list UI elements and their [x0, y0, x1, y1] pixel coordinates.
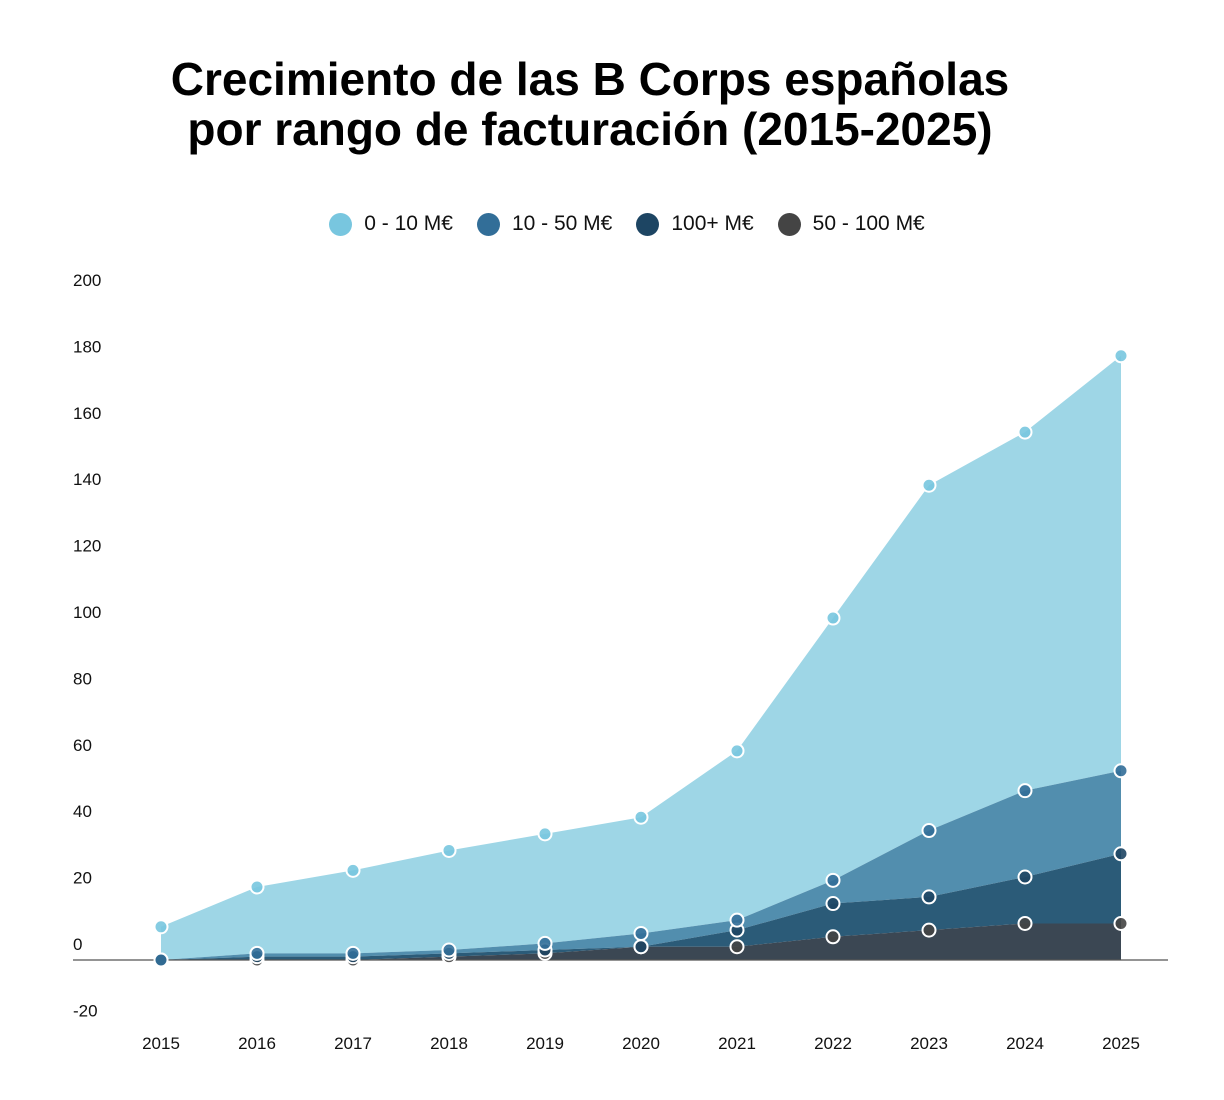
data-point[interactable] — [1113, 846, 1129, 862]
data-point[interactable] — [1017, 424, 1033, 440]
data-point[interactable] — [537, 826, 553, 842]
legend-item[interactable]: 10 - 50 M€ — [476, 212, 613, 236]
data-point[interactable] — [729, 743, 745, 759]
data-point[interactable] — [345, 945, 361, 961]
data-point[interactable] — [633, 809, 649, 825]
x-tick-label: 2021 — [718, 1034, 756, 1053]
x-tick-label: 2019 — [526, 1034, 564, 1053]
x-tick-label: 2018 — [430, 1034, 468, 1053]
y-tick-label: 100 — [73, 603, 101, 622]
chart-title-line-1: Crecimiento de las B Corps españolas — [170, 53, 1010, 105]
data-point[interactable] — [537, 935, 553, 951]
legend: 0 - 10 M€ 10 - 50 M€ 100+ M€ 50 - 100 M€ — [0, 212, 1224, 236]
y-tick-label: 40 — [73, 802, 92, 821]
data-point[interactable] — [633, 925, 649, 941]
data-point[interactable] — [921, 922, 937, 938]
data-point[interactable] — [825, 872, 841, 888]
legend-label: 50 - 100 M€ — [812, 212, 925, 235]
y-tick-label: 140 — [73, 470, 101, 489]
y-tick-label: 60 — [73, 736, 92, 755]
data-point[interactable] — [921, 889, 937, 905]
y-tick-label: -20 — [73, 1001, 98, 1020]
legend-item[interactable]: 0 - 10 M€ — [329, 212, 453, 236]
legend-label: 0 - 10 M€ — [364, 212, 453, 235]
data-point[interactable] — [825, 610, 841, 626]
x-tick-label: 2020 — [622, 1034, 660, 1053]
legend-swatch — [329, 212, 353, 236]
x-tick-label: 2015 — [142, 1034, 180, 1053]
data-point[interactable] — [441, 842, 457, 858]
data-point[interactable] — [1017, 869, 1033, 885]
data-point[interactable] — [1017, 783, 1033, 799]
x-tick-label: 2023 — [910, 1034, 948, 1053]
data-point[interactable] — [921, 477, 937, 493]
data-point[interactable] — [249, 879, 265, 895]
chart-title: Crecimiento de las B Corps españolas por… — [0, 53, 1180, 155]
data-point[interactable] — [633, 939, 649, 955]
legend-item[interactable]: 50 - 100 M€ — [777, 212, 925, 236]
y-tick-label: 120 — [73, 537, 101, 556]
x-tick-label: 2022 — [814, 1034, 852, 1053]
legend-swatch — [476, 212, 500, 236]
area-series — [161, 355, 1121, 960]
area-layers — [161, 355, 1121, 960]
legend-label: 10 - 50 M€ — [511, 212, 613, 235]
data-point[interactable] — [1017, 915, 1033, 931]
data-point[interactable] — [153, 919, 169, 935]
legend-swatch — [777, 212, 801, 236]
legend-item[interactable]: 100+ M€ — [636, 212, 754, 236]
data-point[interactable] — [345, 862, 361, 878]
data-point[interactable] — [1113, 915, 1129, 931]
x-tick-label: 2025 — [1102, 1034, 1140, 1053]
y-tick-label: 80 — [73, 669, 92, 688]
x-tick-label: 2016 — [238, 1034, 276, 1053]
y-tick-label: 180 — [73, 337, 101, 356]
legend-label: 100+ M€ — [671, 212, 754, 235]
y-tick-label: 0 — [73, 935, 82, 954]
area-series — [161, 923, 1121, 960]
data-point[interactable] — [441, 942, 457, 958]
data-point[interactable] — [825, 929, 841, 945]
data-point[interactable] — [729, 939, 745, 955]
data-point[interactable] — [249, 945, 265, 961]
data-point[interactable] — [729, 912, 745, 928]
data-point[interactable] — [1113, 348, 1129, 364]
y-tick-label: 160 — [73, 404, 101, 423]
y-tick-label: 20 — [73, 869, 92, 888]
x-tick-label: 2017 — [334, 1034, 372, 1053]
y-tick-label: 200 — [73, 271, 101, 290]
legend-swatch — [636, 212, 660, 236]
data-point[interactable] — [921, 823, 937, 839]
data-point[interactable] — [153, 952, 169, 968]
x-tick-label: 2024 — [1006, 1034, 1044, 1053]
area-series — [161, 770, 1121, 960]
chart-title-line-2: por rango de facturación (2015-2025) — [187, 102, 993, 155]
data-point[interactable] — [1113, 763, 1129, 779]
data-point[interactable] — [825, 896, 841, 912]
